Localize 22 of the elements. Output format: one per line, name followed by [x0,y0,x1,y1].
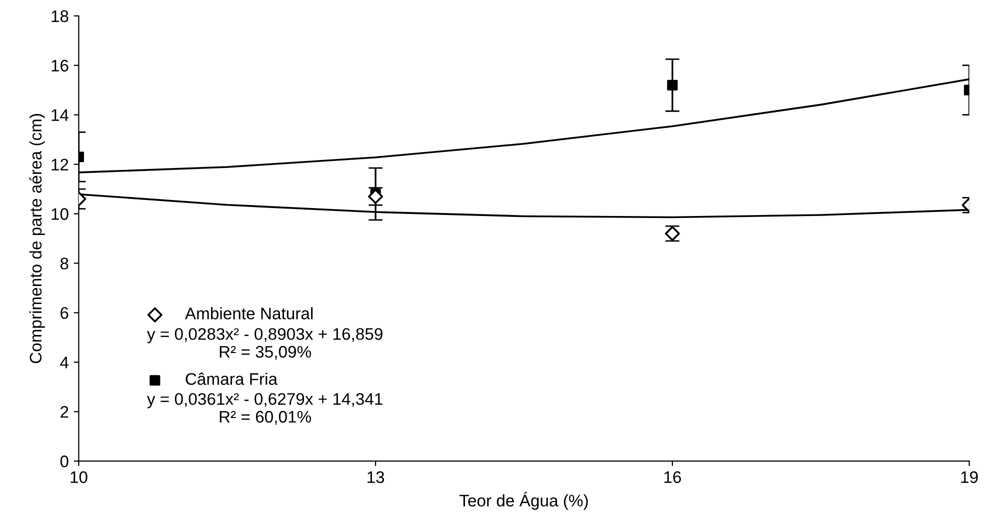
y-tick-label: 2 [60,406,68,418]
annotation: R² = 60,01% [220,410,312,425]
y-tick-label: 12 [52,158,68,170]
x-tick-label: 16 [664,471,681,484]
annotation: y = 0,0361x² - 0,6279x + 14,341 [146,393,382,408]
y-tick-label: 4 [60,356,69,368]
y-tick-label: 10 [52,208,68,220]
y-axis-title: Comprimento de parte aérea (cm) [29,114,45,364]
x-axis-title: Teor de Água (%) [460,492,588,510]
annotation: R² = 35,09% [220,346,312,360]
legend-label: Câmara Fria [186,372,278,385]
annotation: y = 0,0283x² - 0,8903x + 16,859 [146,328,382,344]
legend-label: Ambiente Natural [184,307,313,320]
y-tick-label: 8 [60,258,68,270]
x-tick-label: 19 [961,471,978,484]
y-tick-label: 6 [60,307,68,319]
y-tick-label: 18 [52,10,68,22]
y-tick-label: 0 [60,456,68,468]
x-tick-label: 10 [70,471,88,484]
y-tick-label: 16 [52,60,68,72]
y-tick-label: 14 [52,109,69,121]
x-tick-label: 13 [368,471,384,484]
